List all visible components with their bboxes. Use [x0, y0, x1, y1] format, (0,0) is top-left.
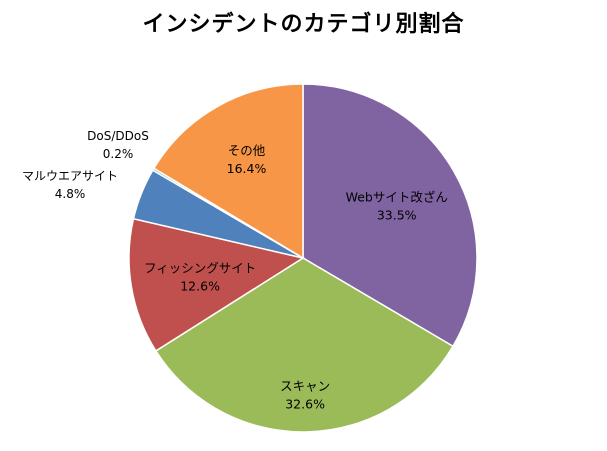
data-label-slice-6: その他 16.4%: [227, 143, 267, 176]
data-label-dos-ddos: DoS/DDoS 0.2%: [87, 129, 149, 161]
pie-slice-web: [302, 83, 478, 348]
pie-slice-slice-3: [128, 217, 305, 352]
data-label-slice-3: フィッシングサイト 12.6%: [144, 260, 256, 293]
data-label-category: マルウエアサイト: [22, 169, 118, 183]
pie-slices: [128, 83, 478, 433]
data-label-category: Webサイト改ざん: [346, 190, 448, 205]
data-label-slice-4: マルウエアサイト 4.8%: [22, 169, 118, 201]
pie-slice-slice-2: [154, 257, 454, 433]
data-label-percent: 0.2%: [103, 147, 134, 161]
data-label-percent: 33.5%: [377, 208, 417, 223]
data-label-category: DoS/DDoS: [87, 129, 149, 143]
data-label-web: Webサイト改ざん 33.5%: [346, 190, 448, 223]
data-label-category: その他: [228, 143, 266, 158]
data-label-percent: 4.8%: [55, 187, 86, 201]
data-label-category: フィッシングサイト: [144, 260, 256, 275]
data-label-category: スキャン: [280, 379, 330, 394]
data-label-percent: 32.6%: [285, 397, 325, 412]
pie-slice-slice-6: [152, 83, 304, 260]
data-label-percent: 12.6%: [180, 278, 220, 293]
data-label-percent: 16.4%: [227, 161, 267, 176]
chart-title: インシデントのカテゴリ別割合: [142, 12, 465, 37]
data-label-slice-2: スキャン 32.6%: [280, 379, 330, 412]
pie-data-labels: Webサイト改ざん 33.5% スキャン 32.6% フィッシングサイト 12.6% マルウ…: [22, 129, 448, 412]
